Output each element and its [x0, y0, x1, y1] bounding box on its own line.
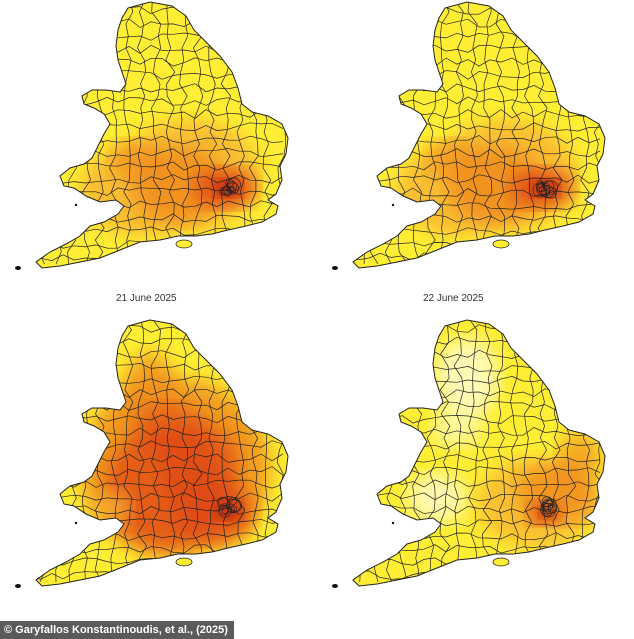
- heat-region: [432, 408, 482, 448]
- london-boroughs: [217, 496, 242, 518]
- isle-of-wight: [175, 557, 193, 567]
- coastline: [35, 1, 289, 269]
- london-boroughs: [532, 180, 559, 199]
- lundy-island: [391, 521, 395, 525]
- lundy-island: [391, 203, 395, 207]
- isle-of-wight: [492, 239, 510, 249]
- heat-region: [427, 140, 477, 180]
- london-boroughs: [540, 496, 557, 518]
- lundy-island: [74, 521, 78, 525]
- isles-of-scilly: [15, 584, 21, 588]
- coastline: [35, 319, 289, 587]
- choropleth-map: [15, 1, 289, 270]
- date-caption-21-june: 21 June 2025: [116, 293, 177, 304]
- heat-region: [435, 338, 499, 418]
- lundy-island: [74, 203, 78, 207]
- heat-overlay: [36, 320, 287, 583]
- map-panel-bottom-right: [317, 318, 634, 618]
- isles-of-scilly: [332, 584, 338, 588]
- isle-of-wight: [175, 239, 193, 249]
- heat-region: [135, 403, 205, 453]
- isle-of-wight: [492, 557, 510, 567]
- choropleth-map: [332, 1, 606, 270]
- choropleth-map: [332, 319, 606, 588]
- coastline: [352, 319, 606, 587]
- heat-region: [557, 433, 601, 483]
- heat-region: [110, 140, 160, 180]
- image-credit: © Garyfallos Konstantinoudis, et al., (2…: [0, 621, 234, 639]
- choropleth-map: [15, 319, 289, 588]
- coastline: [352, 1, 606, 269]
- date-caption-22-june: 22 June 2025: [423, 293, 484, 304]
- map-panel-top-right: [317, 0, 634, 300]
- isles-of-scilly: [15, 266, 21, 270]
- london-boroughs: [219, 177, 241, 197]
- map-panel-bottom-left: [0, 318, 317, 618]
- isles-of-scilly: [332, 266, 338, 270]
- map-panel-top-left: [0, 0, 317, 300]
